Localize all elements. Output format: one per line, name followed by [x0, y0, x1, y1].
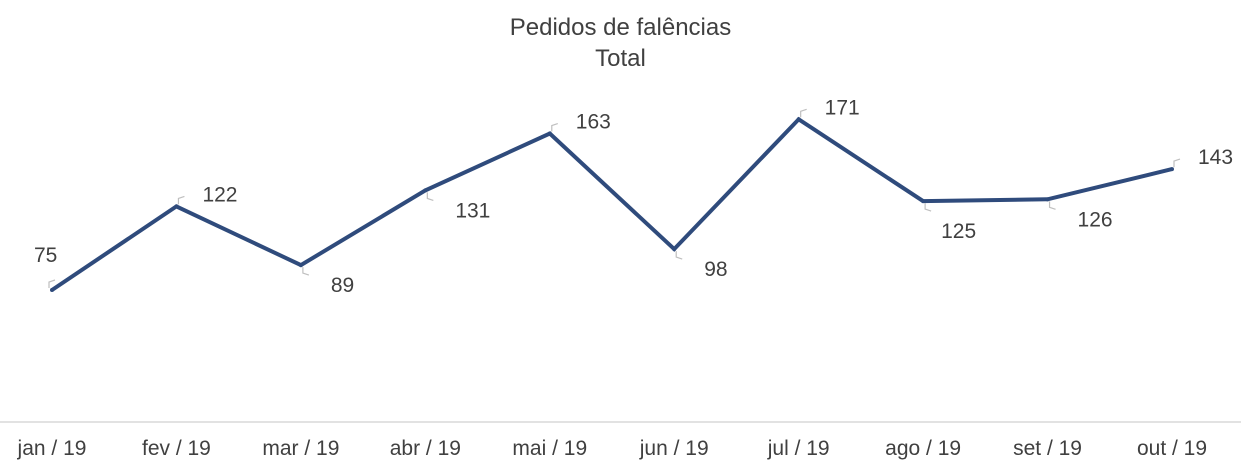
label-leader [1173, 158, 1181, 168]
data-label: 171 [825, 96, 860, 119]
label-leader [675, 251, 683, 260]
label-leader [177, 195, 185, 205]
x-tick-label: mar / 19 [262, 437, 339, 460]
data-point [672, 247, 677, 252]
data-label: 163 [576, 111, 611, 134]
x-tick-label: jan / 19 [17, 437, 87, 460]
data-point [1045, 197, 1050, 202]
x-tick-label: out / 19 [1137, 437, 1207, 460]
data-point [547, 131, 552, 136]
data-point [921, 199, 926, 204]
data-label: 126 [1078, 208, 1113, 231]
data-label: 89 [331, 274, 354, 297]
x-tick-label: abr / 19 [390, 437, 461, 460]
label-leader [48, 279, 56, 288]
chart-title: Pedidos de falências [509, 14, 732, 41]
label-leader [426, 192, 434, 202]
series-line [50, 116, 1173, 292]
data-point [298, 263, 303, 268]
x-tick-label: jun / 19 [639, 437, 709, 460]
data-label: 75 [34, 244, 57, 267]
data-label: 143 [1198, 146, 1233, 169]
label-leader [302, 267, 310, 276]
data-point [50, 288, 54, 292]
data-point [174, 204, 179, 209]
data-point [423, 188, 428, 193]
x-tick-label: ago / 19 [885, 437, 961, 460]
data-label: 98 [704, 258, 727, 281]
data-label: 125 [941, 220, 976, 243]
x-tick-label: jul / 19 [767, 437, 830, 460]
x-tick-label: mai / 19 [512, 437, 587, 460]
data-point [796, 117, 801, 122]
x-tick-label: fev / 19 [142, 437, 211, 460]
data-point [1170, 167, 1174, 172]
data-label: 131 [455, 199, 490, 222]
label-leader [551, 122, 558, 132]
label-leader [1048, 201, 1056, 210]
data-label: 122 [202, 183, 237, 206]
x-tick-label: set / 19 [1013, 437, 1082, 460]
chart-subtitle: Total [595, 45, 646, 72]
label-leader [800, 108, 807, 118]
label-leader [924, 203, 932, 212]
